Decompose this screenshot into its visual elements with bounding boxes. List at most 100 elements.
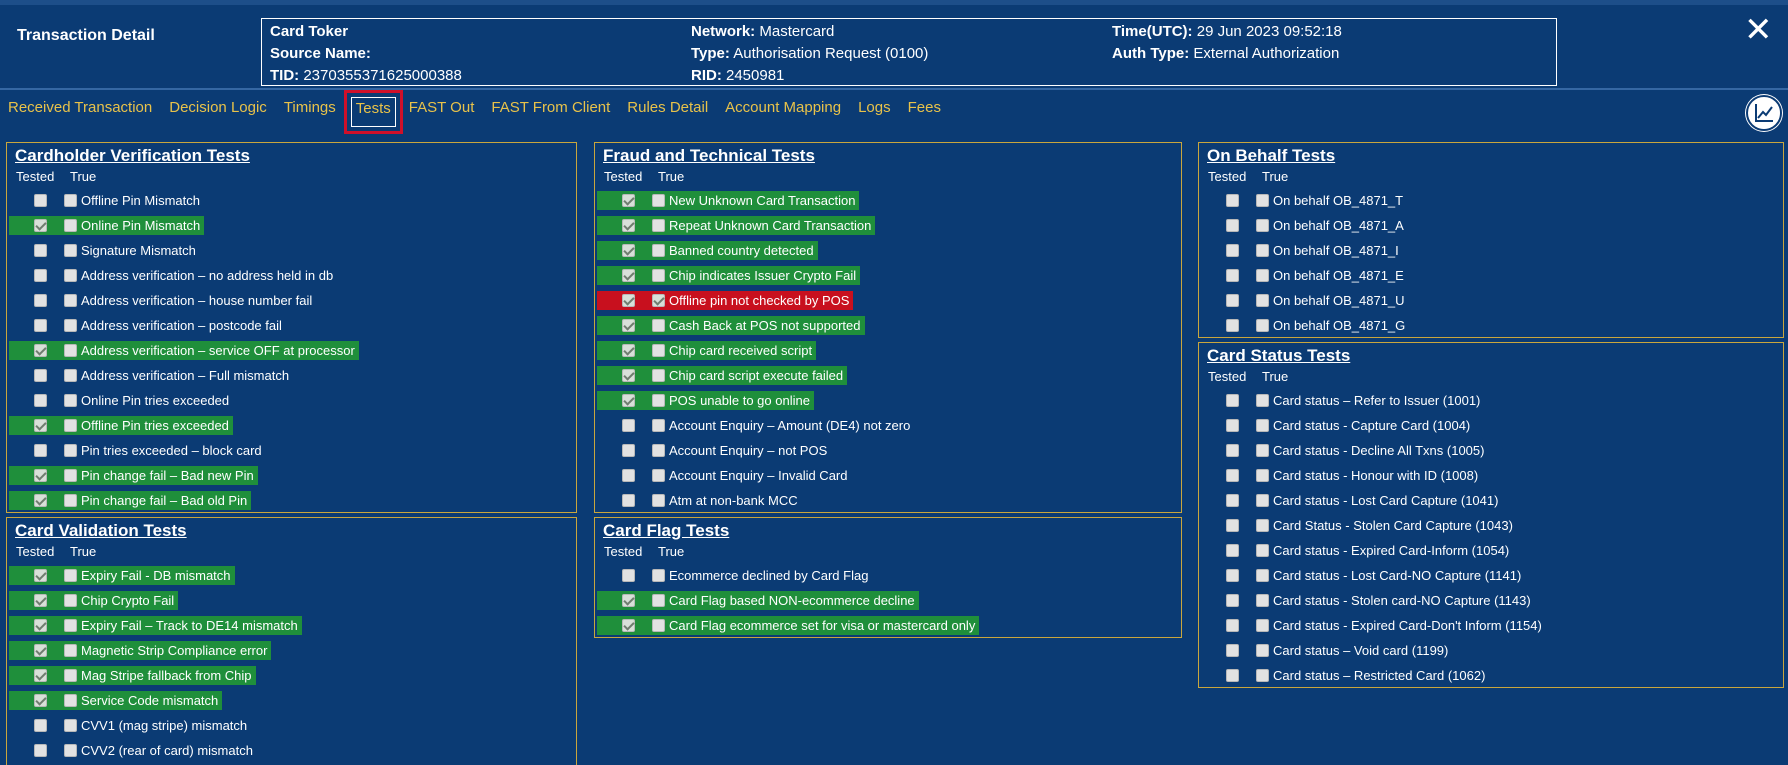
tab-fees[interactable]: Fees [907, 99, 941, 116]
tested-checkbox[interactable] [34, 469, 47, 482]
true-checkbox[interactable] [64, 244, 77, 257]
true-checkbox[interactable] [652, 394, 665, 407]
true-checkbox[interactable] [64, 694, 77, 707]
true-checkbox[interactable] [64, 644, 77, 657]
true-checkbox[interactable] [652, 344, 665, 357]
true-checkbox[interactable] [64, 219, 77, 232]
tab-fast-out[interactable]: FAST Out [408, 99, 475, 116]
tested-checkbox[interactable] [622, 394, 635, 407]
true-checkbox[interactable] [64, 319, 77, 332]
true-checkbox[interactable] [64, 444, 77, 457]
true-checkbox[interactable] [64, 369, 77, 382]
tested-checkbox[interactable] [1226, 494, 1239, 507]
true-checkbox[interactable] [1256, 419, 1269, 432]
true-checkbox[interactable] [1256, 219, 1269, 232]
tested-checkbox[interactable] [34, 744, 47, 757]
tested-checkbox[interactable] [622, 619, 635, 632]
tested-checkbox[interactable] [1226, 219, 1239, 232]
tested-checkbox[interactable] [622, 269, 635, 282]
tested-checkbox[interactable] [622, 419, 635, 432]
tested-checkbox[interactable] [34, 594, 47, 607]
true-checkbox[interactable] [1256, 444, 1269, 457]
tab-account-mapping[interactable]: Account Mapping [725, 99, 842, 116]
tested-checkbox[interactable] [622, 219, 635, 232]
true-checkbox[interactable] [1256, 569, 1269, 582]
tested-checkbox[interactable] [34, 644, 47, 657]
tested-checkbox[interactable] [1226, 394, 1239, 407]
tested-checkbox[interactable] [622, 319, 635, 332]
true-checkbox[interactable] [1256, 294, 1269, 307]
tab-received-transaction[interactable]: Received Transaction [8, 99, 153, 116]
true-checkbox[interactable] [1256, 544, 1269, 557]
true-checkbox[interactable] [652, 594, 665, 607]
true-checkbox[interactable] [64, 469, 77, 482]
tested-checkbox[interactable] [1226, 244, 1239, 257]
true-checkbox[interactable] [64, 344, 77, 357]
true-checkbox[interactable] [64, 719, 77, 732]
tested-checkbox[interactable] [622, 444, 635, 457]
tested-checkbox[interactable] [34, 719, 47, 732]
tested-checkbox[interactable] [34, 269, 47, 282]
tested-checkbox[interactable] [1226, 444, 1239, 457]
tab-logs[interactable]: Logs [858, 99, 891, 116]
tested-checkbox[interactable] [1226, 294, 1239, 307]
tested-checkbox[interactable] [1226, 594, 1239, 607]
tab-fast-from-client[interactable]: FAST From Client [491, 99, 611, 116]
tested-checkbox[interactable] [34, 294, 47, 307]
true-checkbox[interactable] [64, 744, 77, 757]
true-checkbox[interactable] [1256, 394, 1269, 407]
true-checkbox[interactable] [652, 444, 665, 457]
tested-checkbox[interactable] [1226, 669, 1239, 682]
true-checkbox[interactable] [1256, 619, 1269, 632]
line-chart-icon[interactable] [1746, 95, 1782, 131]
true-checkbox[interactable] [1256, 194, 1269, 207]
tested-checkbox[interactable] [622, 369, 635, 382]
tested-checkbox[interactable] [1226, 519, 1239, 532]
tested-checkbox[interactable] [1226, 469, 1239, 482]
tested-checkbox[interactable] [1226, 194, 1239, 207]
true-checkbox[interactable] [64, 269, 77, 282]
true-checkbox[interactable] [1256, 244, 1269, 257]
tested-checkbox[interactable] [1226, 419, 1239, 432]
true-checkbox[interactable] [652, 269, 665, 282]
true-checkbox[interactable] [64, 419, 77, 432]
true-checkbox[interactable] [652, 294, 665, 307]
true-checkbox[interactable] [1256, 669, 1269, 682]
tested-checkbox[interactable] [1226, 619, 1239, 632]
tested-checkbox[interactable] [34, 444, 47, 457]
true-checkbox[interactable] [64, 569, 77, 582]
true-checkbox[interactable] [1256, 519, 1269, 532]
tested-checkbox[interactable] [1226, 319, 1239, 332]
true-checkbox[interactable] [652, 569, 665, 582]
true-checkbox[interactable] [64, 194, 77, 207]
true-checkbox[interactable] [1256, 644, 1269, 657]
tested-checkbox[interactable] [34, 694, 47, 707]
tab-decision-logic[interactable]: Decision Logic [169, 99, 267, 116]
tested-checkbox[interactable] [34, 419, 47, 432]
tab-tests[interactable]: Tests [343, 90, 403, 134]
tested-checkbox[interactable] [622, 294, 635, 307]
true-checkbox[interactable] [652, 244, 665, 257]
true-checkbox[interactable] [652, 419, 665, 432]
true-checkbox[interactable] [652, 469, 665, 482]
tested-checkbox[interactable] [622, 494, 635, 507]
tested-checkbox[interactable] [622, 569, 635, 582]
true-checkbox[interactable] [652, 369, 665, 382]
true-checkbox[interactable] [64, 294, 77, 307]
tested-checkbox[interactable] [1226, 644, 1239, 657]
true-checkbox[interactable] [1256, 469, 1269, 482]
tested-checkbox[interactable] [34, 369, 47, 382]
tested-checkbox[interactable] [34, 194, 47, 207]
true-checkbox[interactable] [652, 219, 665, 232]
tested-checkbox[interactable] [622, 344, 635, 357]
tab-rules-detail[interactable]: Rules Detail [627, 99, 709, 116]
true-checkbox[interactable] [64, 594, 77, 607]
tested-checkbox[interactable] [34, 319, 47, 332]
tested-checkbox[interactable] [34, 494, 47, 507]
tested-checkbox[interactable] [622, 469, 635, 482]
tab-timings[interactable]: Timings [283, 99, 336, 116]
tested-checkbox[interactable] [34, 344, 47, 357]
true-checkbox[interactable] [64, 619, 77, 632]
close-icon[interactable]: ✕ [1744, 11, 1773, 49]
true-checkbox[interactable] [652, 319, 665, 332]
